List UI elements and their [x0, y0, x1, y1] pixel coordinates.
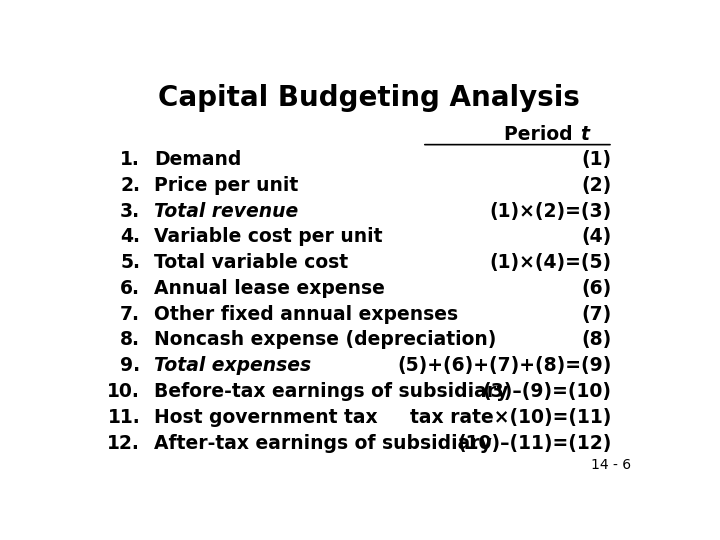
Text: (2): (2) [582, 176, 612, 195]
Text: Noncash expense (depreciation): Noncash expense (depreciation) [154, 330, 497, 349]
Text: 4.: 4. [120, 227, 140, 246]
Text: Annual lease expense: Annual lease expense [154, 279, 385, 298]
Text: 14 - 6: 14 - 6 [591, 458, 631, 472]
Text: 6.: 6. [120, 279, 140, 298]
Text: t: t [580, 125, 590, 144]
Text: Other fixed annual expenses: Other fixed annual expenses [154, 305, 459, 323]
Text: (7): (7) [582, 305, 612, 323]
Text: (5)+(6)+(7)+(8)=(9): (5)+(6)+(7)+(8)=(9) [397, 356, 612, 375]
Text: Capital Budgeting Analysis: Capital Budgeting Analysis [158, 84, 580, 112]
Text: Variable cost per unit: Variable cost per unit [154, 227, 382, 246]
Text: 10.: 10. [107, 382, 140, 401]
Text: 9.: 9. [120, 356, 140, 375]
Text: (10)–(11)=(12): (10)–(11)=(12) [457, 434, 612, 453]
Text: 2.: 2. [120, 176, 140, 195]
Text: (4): (4) [582, 227, 612, 246]
Text: (1)×(4)=(5): (1)×(4)=(5) [490, 253, 612, 272]
Text: Host government tax: Host government tax [154, 408, 378, 427]
Text: Demand: Demand [154, 150, 241, 169]
Text: Before-tax earnings of subsidiary: Before-tax earnings of subsidiary [154, 382, 508, 401]
Text: 11.: 11. [107, 408, 140, 427]
Text: (1)×(2)=(3): (1)×(2)=(3) [490, 201, 612, 221]
Text: Total revenue: Total revenue [154, 201, 298, 221]
Text: 8.: 8. [120, 330, 140, 349]
Text: 3.: 3. [120, 201, 140, 221]
Text: (6): (6) [582, 279, 612, 298]
Text: 12.: 12. [107, 434, 140, 453]
Text: 7.: 7. [120, 305, 140, 323]
Text: Price per unit: Price per unit [154, 176, 298, 195]
Text: 5.: 5. [120, 253, 140, 272]
Text: (8): (8) [582, 330, 612, 349]
Text: Period: Period [504, 125, 580, 144]
Text: tax rate×(10)=(11): tax rate×(10)=(11) [410, 408, 612, 427]
Text: (1): (1) [582, 150, 612, 169]
Text: Total variable cost: Total variable cost [154, 253, 348, 272]
Text: Total expenses: Total expenses [154, 356, 311, 375]
Text: After-tax earnings of subsidiary: After-tax earnings of subsidiary [154, 434, 492, 453]
Text: 1.: 1. [120, 150, 140, 169]
Text: (3)–(9)=(10): (3)–(9)=(10) [482, 382, 612, 401]
